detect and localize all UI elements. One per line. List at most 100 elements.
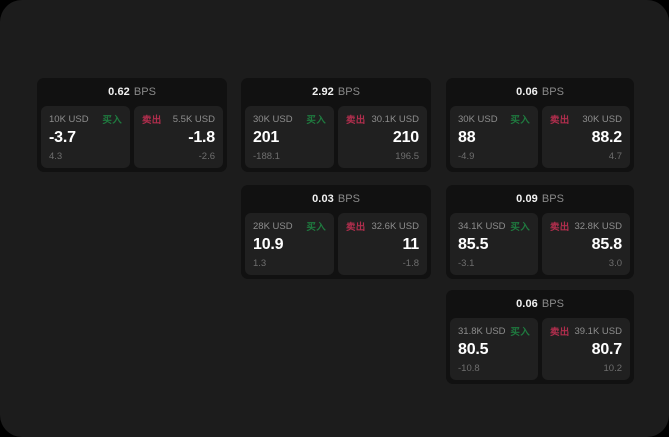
bps-value: 0.06 xyxy=(516,298,538,310)
buy-tag: 买入 xyxy=(102,115,122,126)
buy-tag: 买入 xyxy=(510,222,530,233)
buy-size-label: 34.1K USD xyxy=(458,220,506,232)
card-header: 0.62 BPS xyxy=(37,78,227,106)
sell-tag: 卖出 xyxy=(550,115,570,126)
sell-side-header: 卖出 32.8K USD xyxy=(550,220,622,234)
sell-price: 11 xyxy=(402,236,419,253)
card-sides: 30K USD 买入 201 -188.1 卖出 30.1K USD 210 1… xyxy=(241,106,431,172)
sell-size-label: 30.1K USD xyxy=(371,113,419,125)
sell-delta: 4.7 xyxy=(608,151,622,162)
sell-side-header: 卖出 5.5K USD xyxy=(142,113,215,127)
sell-side-panel[interactable]: 卖出 39.1K USD 80.7 10.2 xyxy=(542,318,630,380)
sell-tag: 卖出 xyxy=(550,222,570,233)
buy-side-header: 10K USD 买入 xyxy=(49,113,122,127)
buy-side-header: 28K USD 买入 xyxy=(253,220,326,234)
sell-size-label: 30K USD xyxy=(582,113,622,125)
quote-card[interactable]: 0.06 BPS 31.8K USD 买入 80.5 -10.8 卖 xyxy=(446,290,634,384)
bps-value: 0.03 xyxy=(312,193,334,205)
buy-side-header: 30K USD 买入 xyxy=(253,113,326,127)
buy-delta: -3.1 xyxy=(458,258,475,269)
buy-side-panel[interactable]: 34.1K USD 买入 85.5 -3.1 xyxy=(450,213,538,275)
bps-unit-label: BPS xyxy=(541,193,564,205)
bps-unit-label: BPS xyxy=(541,86,564,98)
card-sides: 30K USD 买入 88 -4.9 卖出 30K USD 88.2 4.7 xyxy=(446,106,634,172)
sell-delta: -2.6 xyxy=(198,151,215,162)
sell-delta: 196.5 xyxy=(395,151,419,162)
quote-card[interactable]: 0.06 BPS 30K USD 买入 88 -4.9 卖出 xyxy=(446,78,634,172)
sell-size-label: 39.1K USD xyxy=(574,325,622,337)
card-header: 0.09 BPS xyxy=(446,185,634,213)
sell-price: -1.8 xyxy=(188,129,215,146)
buy-side-header: 31.8K USD 买入 xyxy=(458,325,530,339)
bps-unit-label: BPS xyxy=(337,86,360,98)
card-sides: 31.8K USD 买入 80.5 -10.8 卖出 39.1K USD 80.… xyxy=(446,318,634,384)
bps-unit-label: BPS xyxy=(337,193,360,205)
sell-price: 210 xyxy=(392,129,419,146)
buy-size-label: 31.8K USD xyxy=(458,325,506,337)
sell-side-header: 卖出 30K USD xyxy=(550,113,622,127)
buy-delta: -10.8 xyxy=(458,363,480,374)
buy-size-label: 30K USD xyxy=(253,113,293,125)
quote-card[interactable]: 0.62 BPS 10K USD 买入 -3.7 4.3 卖出 xyxy=(37,78,227,172)
buy-price: 85.5 xyxy=(458,236,489,253)
quote-card[interactable]: 0.03 BPS 28K USD 买入 10.9 1.3 卖出 xyxy=(241,185,431,279)
card-sides: 28K USD 买入 10.9 1.3 卖出 32.6K USD 11 -1.8 xyxy=(241,213,431,279)
sell-side-panel[interactable]: 卖出 30.1K USD 210 196.5 xyxy=(338,106,427,168)
buy-tag: 买入 xyxy=(306,115,326,126)
card-header: 2.92 BPS xyxy=(241,78,431,106)
bps-value: 2.92 xyxy=(312,86,334,98)
buy-tag: 买入 xyxy=(510,115,530,126)
buy-price: 201 xyxy=(253,129,280,146)
sell-tag: 卖出 xyxy=(346,222,366,233)
bps-unit-label: BPS xyxy=(133,86,156,98)
buy-delta: 4.3 xyxy=(49,151,63,162)
bps-value: 0.62 xyxy=(108,86,130,98)
buy-delta: -188.1 xyxy=(253,151,280,162)
bps-value: 0.09 xyxy=(516,193,538,205)
card-sides: 10K USD 买入 -3.7 4.3 卖出 5.5K USD -1.8 -2.… xyxy=(37,106,227,172)
quote-card[interactable]: 0.09 BPS 34.1K USD 买入 85.5 -3.1 卖出 xyxy=(446,185,634,279)
sell-side-panel[interactable]: 卖出 32.8K USD 85.8 3.0 xyxy=(542,213,630,275)
bps-value: 0.06 xyxy=(516,86,538,98)
sell-side-panel[interactable]: 卖出 30K USD 88.2 4.7 xyxy=(542,106,630,168)
buy-side-panel[interactable]: 10K USD 买入 -3.7 4.3 xyxy=(41,106,130,168)
buy-side-header: 34.1K USD 买入 xyxy=(458,220,530,234)
buy-price: 80.5 xyxy=(458,341,489,358)
buy-side-panel[interactable]: 30K USD 买入 201 -188.1 xyxy=(245,106,334,168)
quote-board: 0.62 BPS 10K USD 买入 -3.7 4.3 卖出 xyxy=(37,78,634,388)
card-header: 0.06 BPS xyxy=(446,78,634,106)
buy-delta: -4.9 xyxy=(458,151,475,162)
sell-delta: 10.2 xyxy=(603,363,623,374)
buy-size-label: 10K USD xyxy=(49,113,89,125)
buy-tag: 买入 xyxy=(306,222,326,233)
sell-side-header: 卖出 39.1K USD xyxy=(550,325,622,339)
sell-tag: 卖出 xyxy=(550,327,570,338)
sell-price: 88.2 xyxy=(591,129,623,146)
buy-size-label: 28K USD xyxy=(253,220,293,232)
buy-delta: 1.3 xyxy=(253,258,267,269)
buy-side-header: 30K USD 买入 xyxy=(458,113,530,127)
sell-size-label: 32.8K USD xyxy=(574,220,622,232)
buy-side-panel[interactable]: 31.8K USD 买入 80.5 -10.8 xyxy=(450,318,538,380)
sell-size-label: 32.6K USD xyxy=(371,220,419,232)
buy-price: 10.9 xyxy=(253,236,284,253)
sell-side-panel[interactable]: 卖出 32.6K USD 11 -1.8 xyxy=(338,213,427,275)
sell-size-label: 5.5K USD xyxy=(172,113,215,125)
buy-side-panel[interactable]: 28K USD 买入 10.9 1.3 xyxy=(245,213,334,275)
buy-side-panel[interactable]: 30K USD 买入 88 -4.9 xyxy=(450,106,538,168)
card-sides: 34.1K USD 买入 85.5 -3.1 卖出 32.8K USD 85.8… xyxy=(446,213,634,279)
sell-tag: 卖出 xyxy=(346,115,366,126)
sell-side-panel[interactable]: 卖出 5.5K USD -1.8 -2.6 xyxy=(134,106,223,168)
bps-unit-label: BPS xyxy=(541,298,564,310)
sell-side-header: 卖出 30.1K USD xyxy=(346,113,419,127)
sell-delta: 3.0 xyxy=(608,258,622,269)
card-header: 0.06 BPS xyxy=(446,290,634,318)
quote-card[interactable]: 2.92 BPS 30K USD 买入 201 -188.1 卖出 xyxy=(241,78,431,172)
buy-price: 88 xyxy=(458,129,476,146)
sell-side-header: 卖出 32.6K USD xyxy=(346,220,419,234)
buy-size-label: 30K USD xyxy=(458,113,498,125)
sell-tag: 卖出 xyxy=(142,115,162,126)
card-header: 0.03 BPS xyxy=(241,185,431,213)
sell-delta: -1.8 xyxy=(402,258,419,269)
